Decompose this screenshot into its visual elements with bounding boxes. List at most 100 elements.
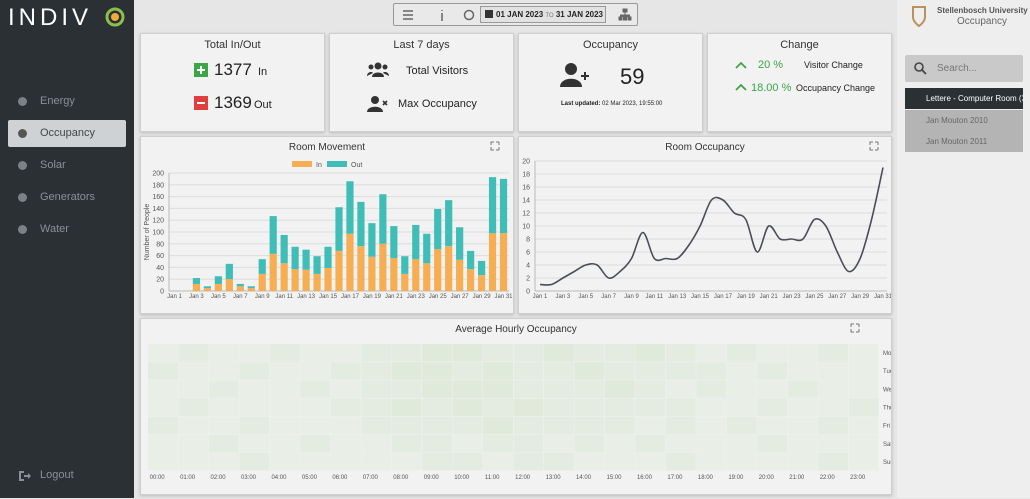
heat-cell — [848, 452, 879, 471]
heat-cell — [848, 434, 879, 453]
x-tick-label: Jan 25 — [429, 294, 448, 300]
nav-item[interactable]: Energy — [8, 88, 126, 115]
section-name: Occupancy — [957, 16, 1008, 27]
heat-cell — [361, 416, 392, 435]
heat-cell — [757, 416, 788, 435]
updated-label: Last updated: — [561, 101, 601, 107]
bar — [401, 273, 409, 291]
x-tick-label: 06:00 — [332, 475, 348, 481]
x-tick-label: 14:00 — [576, 475, 592, 481]
bar — [434, 249, 442, 291]
heat-cell — [787, 434, 818, 453]
nav-item[interactable]: Solar — [8, 152, 126, 179]
heat-cell — [422, 416, 453, 435]
heat-cell — [452, 398, 483, 417]
nav-label: Occupancy — [40, 127, 96, 139]
heat-cell — [818, 434, 849, 453]
bar — [291, 269, 299, 291]
bar — [335, 250, 343, 291]
x-tick-label: Jan 23 — [783, 294, 802, 300]
heat-cell — [300, 380, 331, 398]
heat-cell — [422, 362, 453, 380]
bar — [379, 194, 387, 244]
card-occupancy: Occupancy 59 Last updated: 02 Mar 2023, … — [518, 33, 703, 132]
heat-cell — [574, 344, 605, 362]
heat-cell — [391, 398, 422, 417]
heat-cell — [422, 344, 453, 362]
heat-cell — [330, 416, 361, 435]
x-tick-label: 22:00 — [820, 475, 836, 481]
heat-cell — [574, 434, 605, 453]
bar — [236, 283, 244, 287]
heat-cell — [148, 380, 178, 398]
heat-cell — [757, 398, 788, 417]
nav-item[interactable]: Water — [8, 216, 126, 243]
up-icon — [735, 83, 747, 91]
calendar-icon — [485, 10, 493, 18]
card-change: Change 20 % Visitor Change 18.00 % Occup… — [707, 33, 892, 132]
chart-card: Average Hourly Occupancy Mon Tue Wed Thu Fri S… — [140, 318, 895, 495]
bar — [214, 283, 222, 291]
heat-cell — [635, 362, 666, 380]
y-tick-label: Sun — [883, 460, 891, 466]
heat-cell — [269, 416, 300, 435]
x-tick-label: 03:00 — [241, 475, 257, 481]
bar — [346, 181, 354, 234]
x-tick-label: Jan 29 — [473, 294, 492, 300]
x-tick-label: 11:00 — [485, 475, 500, 481]
x-tick-label: 02:00 — [211, 475, 227, 481]
x-tick-label: Jan 11 — [275, 294, 293, 300]
heat-cell — [269, 362, 300, 380]
nav-item[interactable]: Occupancy — [8, 120, 126, 147]
heat-cell — [665, 362, 696, 380]
y-tick-label: 200 — [152, 171, 164, 178]
heat-cell — [604, 380, 635, 398]
heat-cell — [818, 416, 849, 435]
logout[interactable]: Logout — [40, 469, 74, 481]
y-tick-label: 140 — [152, 206, 164, 213]
heat-cell — [483, 362, 513, 380]
heat-cell — [574, 380, 605, 398]
toolbar: 01 JAN 2023 TO 31 JAN 2023 — [393, 3, 638, 26]
bar — [357, 201, 365, 247]
tree-icon[interactable] — [618, 8, 632, 22]
room-item[interactable]: Jan Mouton 2010 — [905, 109, 1023, 131]
heat-cell — [543, 398, 574, 417]
heat-cell — [787, 344, 818, 362]
heat-cell — [148, 416, 178, 435]
visitors-label: Total Visitors — [406, 65, 469, 77]
heat-cell — [513, 434, 544, 453]
bar — [412, 259, 420, 291]
nav-icon — [18, 193, 27, 202]
x-tick-label: Jan 13 — [297, 294, 316, 300]
heat-cell — [635, 416, 666, 435]
heat-cell — [422, 452, 453, 471]
bar — [324, 246, 332, 268]
toolbar-icons[interactable] — [402, 8, 482, 22]
heat-cell — [757, 434, 788, 453]
bar — [269, 253, 277, 291]
heat-cell — [178, 398, 209, 417]
x-tick-label: 10:00 — [454, 475, 470, 481]
room-item[interactable]: Lettere - Computer Room (3rd — [905, 88, 1023, 109]
heat-cell — [148, 434, 178, 453]
heat-cell — [665, 434, 696, 453]
right-panel: Stellenbosch University Occupancy Search… — [897, 0, 1030, 498]
y-tick-label: Thu — [883, 406, 891, 412]
bar — [423, 263, 431, 291]
y-tick-label: 18 — [522, 172, 530, 179]
bar — [390, 257, 398, 291]
x-tick-label: Jan 27 — [451, 294, 470, 300]
date-range[interactable]: 01 JAN 2023 TO 31 JAN 2023 — [480, 6, 606, 23]
heat-cell — [330, 398, 361, 417]
nav-item[interactable]: Generators — [8, 184, 126, 211]
heat-cell — [269, 398, 300, 417]
heat-cell — [361, 452, 392, 471]
y-tick-label: 100 — [152, 230, 164, 237]
heat-cell — [208, 416, 239, 435]
room-item[interactable]: Jan Mouton 2011 — [905, 131, 1023, 152]
heat-cell — [604, 434, 635, 453]
bar — [291, 246, 299, 270]
card-title: Occupancy — [582, 39, 639, 51]
search-box[interactable]: Search... — [905, 55, 1023, 82]
